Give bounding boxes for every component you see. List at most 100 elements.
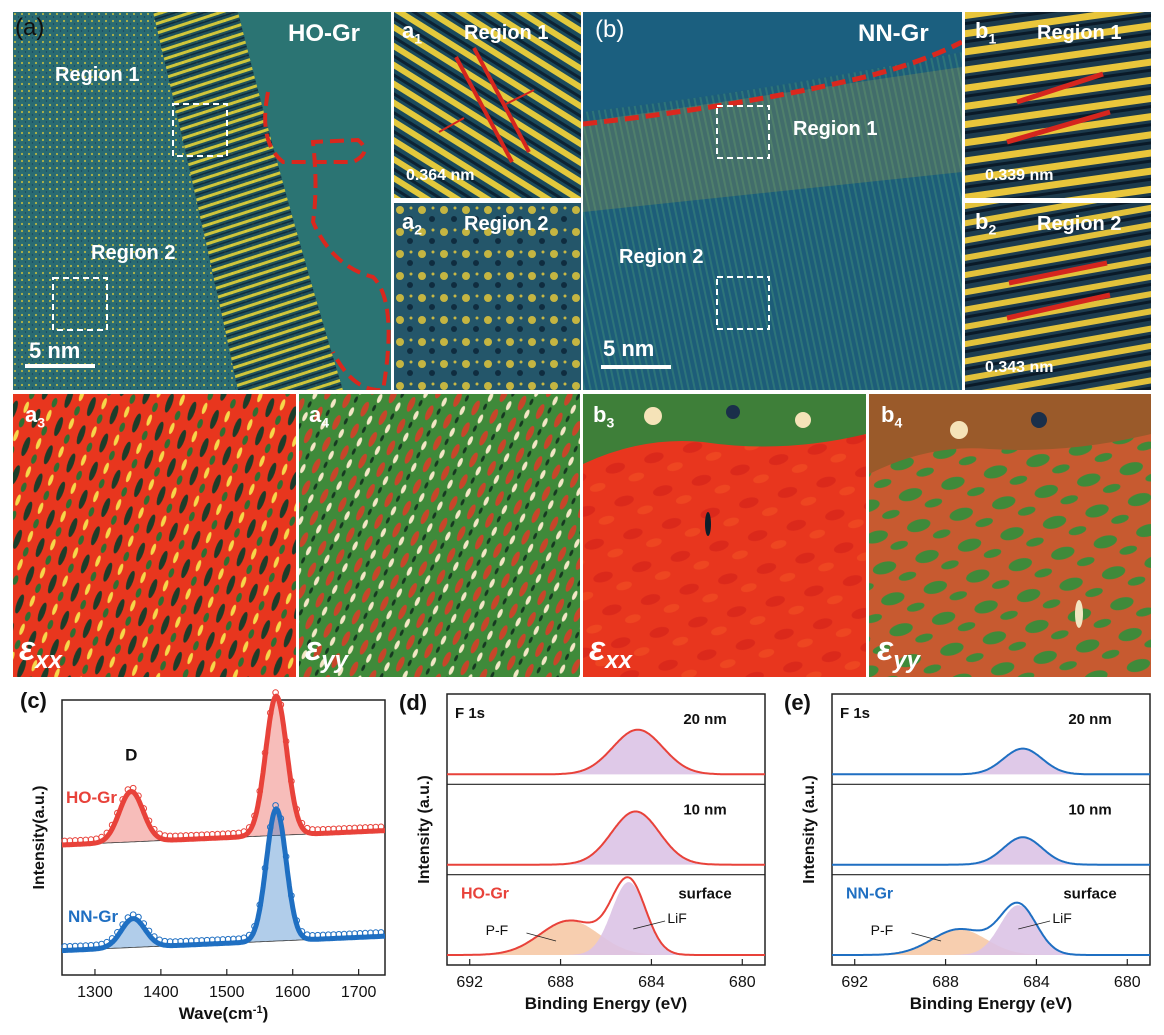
tem-image-nn-gr: (b) NN-Gr Region 1 Region 2 5 nm <box>583 12 962 390</box>
data-point <box>261 749 269 757</box>
strain-component: εyy <box>877 630 920 674</box>
data-point <box>140 805 148 812</box>
peak-fill <box>241 809 311 943</box>
region1-box <box>172 103 228 157</box>
data-point <box>282 853 290 860</box>
strain-map-a3: a3 εxx <box>13 394 296 677</box>
region2-box <box>716 276 770 330</box>
annotation-label: P-F <box>871 922 894 938</box>
region-label: Region 2 <box>1037 213 1122 235</box>
x-tick-label: 1300 <box>77 984 113 1001</box>
x-tick-label: 1700 <box>341 984 377 1001</box>
data-point <box>277 701 285 709</box>
x-tick-label: 692 <box>456 974 483 991</box>
strain-texture <box>583 394 866 677</box>
sample-title: NN-Gr <box>858 20 929 47</box>
tem-image-ho-gr: (a) HO-Gr Region 1 Region 2 5 nm <box>13 12 391 390</box>
trace-line <box>832 747 1150 776</box>
x-tick-label: 1400 <box>143 984 179 1001</box>
trace-label: surface <box>678 886 731 903</box>
y-axis-label: Intensity (a.u.) <box>416 775 433 883</box>
trace-line <box>447 810 765 866</box>
region-label: Region 2 <box>464 213 549 235</box>
peak-fill <box>239 696 314 838</box>
core-level-label: F 1s <box>840 705 870 722</box>
region-label: Region 1 <box>1037 22 1122 44</box>
data-point <box>267 709 274 717</box>
annotation-label: LiF <box>667 910 686 926</box>
data-point <box>293 805 300 813</box>
data-point <box>240 934 248 942</box>
x-tick-label: 688 <box>932 974 959 991</box>
amorphous-texture <box>394 203 581 390</box>
fringe-texture <box>965 203 1151 390</box>
region1-label: Region 1 <box>793 118 878 140</box>
component-fill <box>466 920 673 955</box>
region2-label: Region 2 <box>619 246 704 268</box>
panel-label: a4 <box>309 402 330 431</box>
y-axis-label: Intensity (a.u.) <box>801 775 818 883</box>
strain-texture <box>299 394 580 677</box>
data-point <box>135 913 142 921</box>
tem-texture-a <box>13 12 391 390</box>
sample-label: NN-Gr <box>846 886 893 903</box>
panel-label: b4 <box>881 402 903 431</box>
spacing-label: 0.343 nm <box>985 359 1054 376</box>
region1-label: Region 1 <box>55 64 140 86</box>
data-point <box>293 917 300 924</box>
plot-frame <box>61 699 386 976</box>
y-axis-label: Intensity(a.u.) <box>31 785 48 889</box>
fringe-texture <box>965 12 1151 198</box>
panel-label: a1 <box>402 18 423 47</box>
data-point <box>103 938 111 946</box>
strain-map-b4: b4 εyy <box>869 394 1151 677</box>
strain-component: εxx <box>589 630 632 674</box>
data-point <box>245 824 253 831</box>
annotation-leader <box>526 932 557 942</box>
panel-label: b1 <box>975 18 997 47</box>
panel-label: b2 <box>975 209 997 238</box>
x-tick-label: 684 <box>638 974 665 991</box>
data-point <box>145 817 153 825</box>
data-point <box>124 914 132 921</box>
strain-texture <box>869 394 1151 677</box>
data-point <box>98 833 105 841</box>
x-tick-label: 680 <box>729 974 756 991</box>
xps-chart-nn-gr: 692 688 684 680 Binding Energy (eV) Intensity… <box>780 680 1164 1030</box>
x-tick-label: 688 <box>547 974 574 991</box>
strain-component: εyy <box>305 630 348 674</box>
xps-svg-e: 692 688 684 680 Binding Energy (eV) Intensity… <box>784 690 1151 1013</box>
data-point <box>282 738 290 745</box>
component-fill <box>550 729 726 775</box>
data-point <box>272 689 279 696</box>
data-point <box>145 927 153 935</box>
trace-line <box>832 836 1150 866</box>
tem-zoom-a2: a2 Region 2 <box>394 203 581 390</box>
raman-chart: 1300 1400 1500 1600 1700 Wave(cm-1) Intensity(… <box>0 657 395 1030</box>
data-point <box>140 920 148 927</box>
region2-label: Region 2 <box>91 242 176 264</box>
xps-svg-d: 692 688 684 680 Binding Energy (eV) Intensity… <box>399 690 766 1013</box>
data-point <box>108 821 116 829</box>
x-tick-label: 680 <box>1114 974 1141 991</box>
data-point <box>114 809 121 817</box>
data-point <box>256 787 264 795</box>
x-tick-label: 1500 <box>209 984 245 1001</box>
annotation-label: P-F <box>486 922 509 938</box>
data-point <box>108 935 116 942</box>
spacing-label: 0.364 nm <box>406 167 475 184</box>
trace-label: 10 nm <box>683 801 726 818</box>
data-point <box>135 792 142 800</box>
trace-line <box>447 728 765 776</box>
raman-svg: 1300 1400 1500 1600 1700 Wave(cm-1) Intensity(… <box>20 657 386 1023</box>
tem-zoom-b2: b2 Region 2 0.343 nm <box>965 203 1151 390</box>
panel-label: (d) <box>399 690 427 715</box>
tem-zoom-a1: a1 Region 1 0.364 nm <box>394 12 581 198</box>
tem-zoom-b1: b1 Region 1 0.339 nm <box>965 12 1151 198</box>
x-tick-label: 692 <box>841 974 868 991</box>
panel-label: (b) <box>595 16 625 43</box>
trace-line <box>447 876 765 956</box>
component-fill <box>552 811 719 865</box>
core-level-label: F 1s <box>455 705 485 722</box>
data-point <box>129 784 137 792</box>
